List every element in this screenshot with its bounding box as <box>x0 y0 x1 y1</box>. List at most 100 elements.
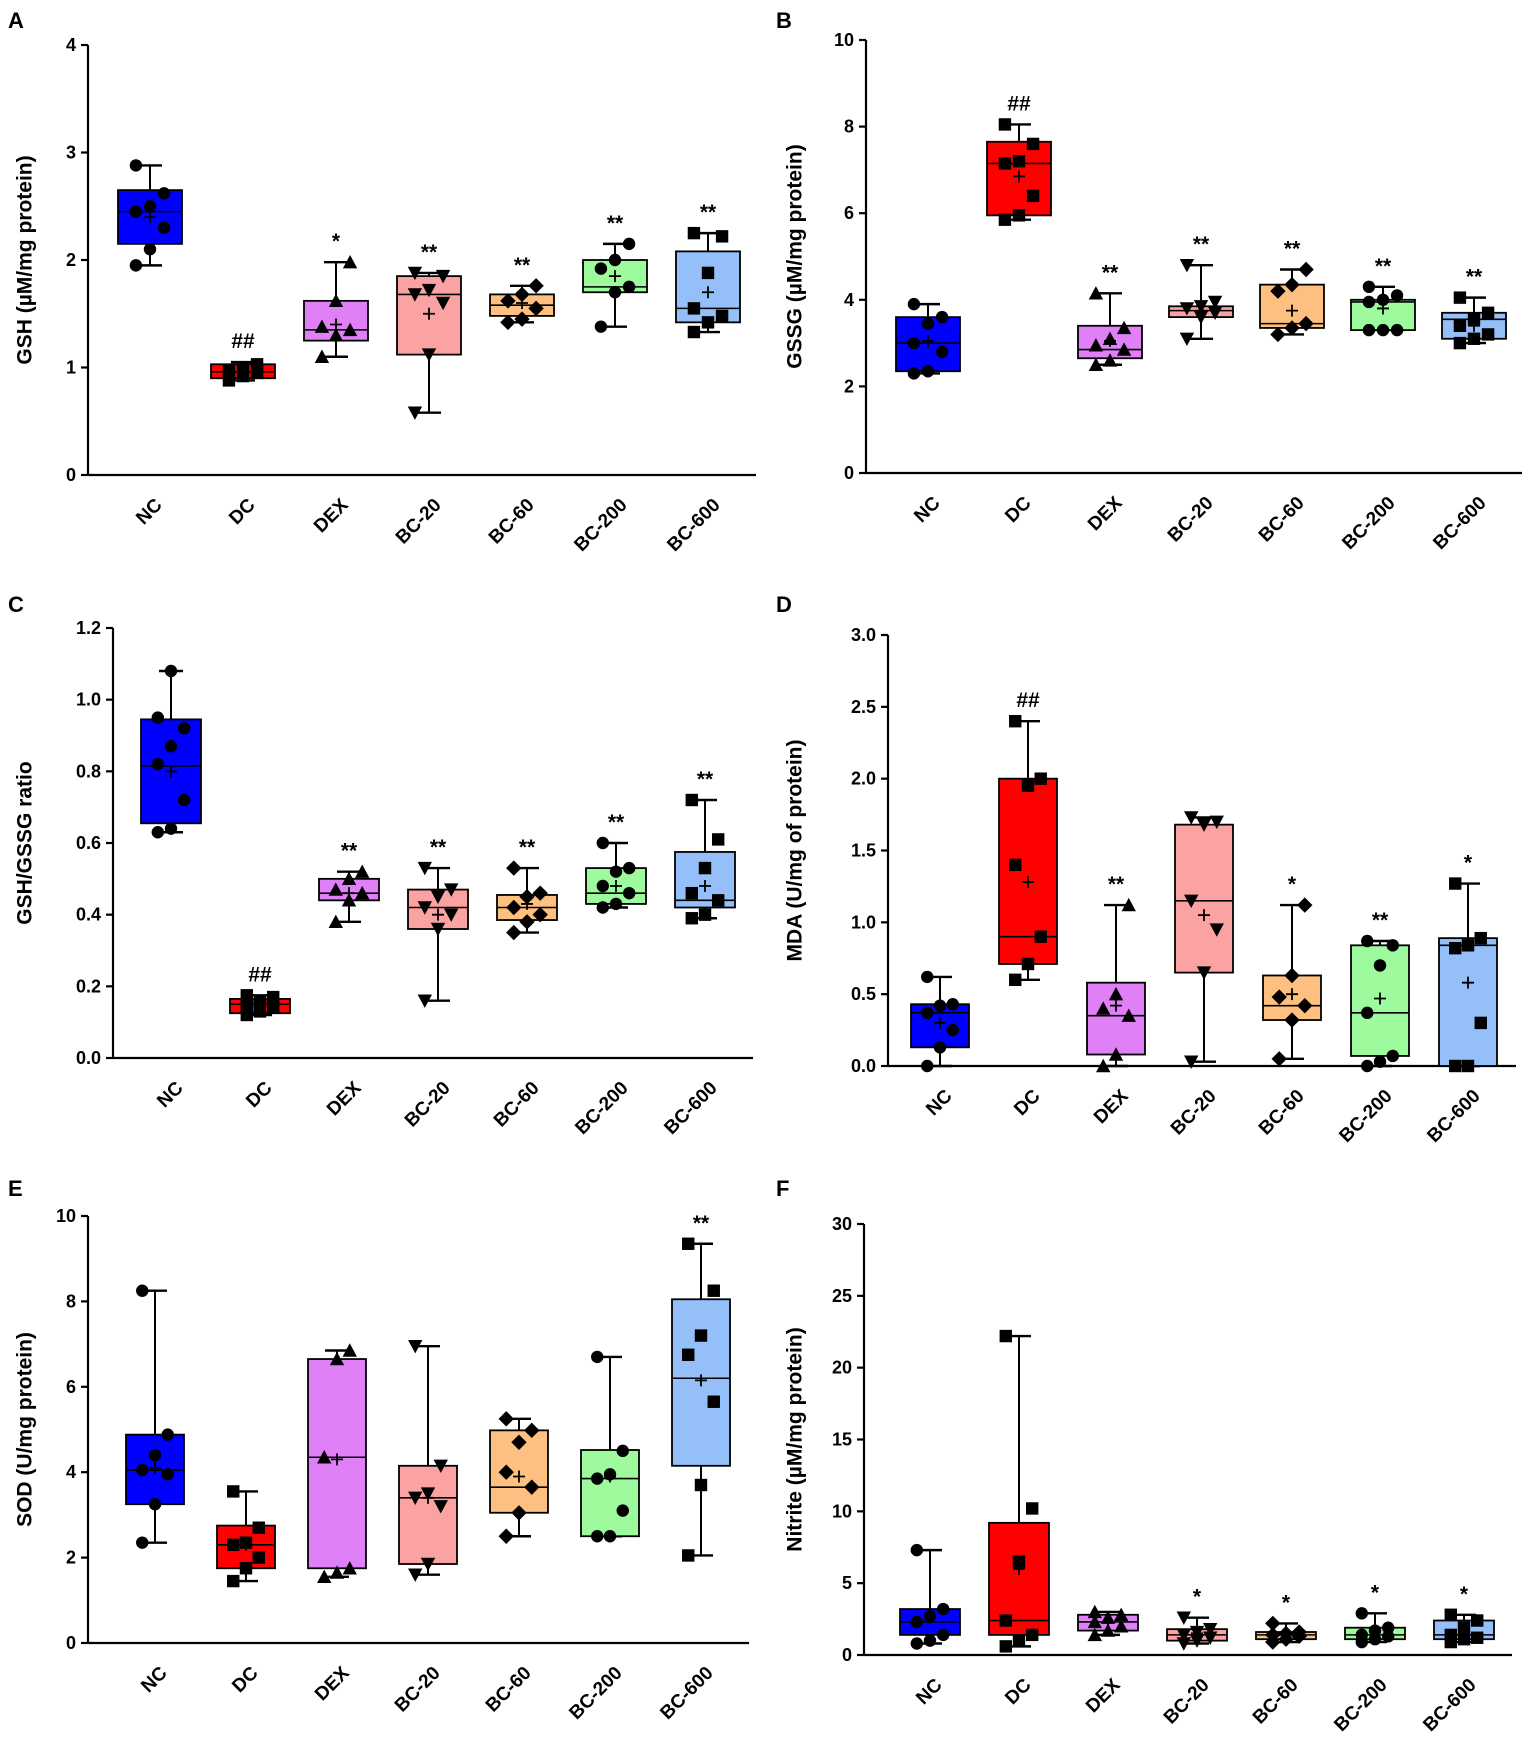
data-point <box>698 908 712 921</box>
significance-label: ** <box>1193 233 1210 256</box>
data-point <box>498 1464 514 1480</box>
box-bc-60: * <box>1262 873 1322 1067</box>
data-point <box>500 314 516 331</box>
data-point <box>1100 1623 1116 1637</box>
box-dc <box>988 1329 1050 1653</box>
data-point <box>1176 1637 1191 1651</box>
data-point <box>430 922 446 937</box>
y-tick-label: 1.0 <box>851 912 876 932</box>
data-point <box>937 1602 950 1616</box>
data-point <box>1457 1632 1471 1646</box>
data-point <box>608 253 622 267</box>
data-point <box>1278 1625 1294 1642</box>
y-tick-label: 0 <box>66 465 76 485</box>
y-tick-label: 30 <box>832 1214 852 1234</box>
data-point <box>698 861 712 875</box>
data-point <box>907 367 921 380</box>
x-tick-label: DEX <box>323 1078 366 1121</box>
data-point <box>342 322 358 337</box>
data-point <box>236 361 250 374</box>
data-point <box>907 336 921 350</box>
data-point <box>157 221 171 234</box>
data-point <box>712 894 725 907</box>
data-point <box>1368 1624 1382 1637</box>
data-point <box>933 999 947 1012</box>
data-point <box>500 293 516 309</box>
data-point <box>511 1505 527 1521</box>
data-point <box>1471 1614 1484 1627</box>
data-point <box>407 266 423 281</box>
x-tick-label: BC-20 <box>391 1663 445 1717</box>
data-point <box>1108 986 1124 1001</box>
data-point <box>1298 261 1314 278</box>
data-point <box>433 1500 448 1514</box>
box-body <box>407 888 469 930</box>
data-point <box>1189 1634 1205 1648</box>
data-point <box>1386 1049 1399 1063</box>
data-point <box>178 722 191 735</box>
data-point <box>1297 997 1313 1014</box>
data-point <box>1271 1051 1287 1067</box>
data-point <box>1474 931 1487 945</box>
mean-marker <box>513 1470 525 1483</box>
data-point <box>685 886 698 900</box>
data-point <box>1449 1059 1462 1073</box>
data-point <box>715 230 729 243</box>
data-point <box>596 901 609 914</box>
box-dex <box>1077 1604 1139 1642</box>
panel-letter: D <box>776 592 792 617</box>
significance-label: * <box>1464 852 1473 875</box>
significance-label: * <box>1288 873 1297 896</box>
box-body <box>1086 981 1146 1056</box>
significance-label: ** <box>608 811 625 834</box>
data-point <box>923 1634 937 1647</box>
x-tick-label: BC-60 <box>490 1078 544 1132</box>
box-dex: ** <box>1077 261 1143 371</box>
box-nc <box>910 970 970 1073</box>
x-tick-label: BC-200 <box>565 1663 626 1724</box>
data-point <box>921 317 935 330</box>
y-tick-label: 0.0 <box>76 1048 101 1068</box>
y-tick-label: 4 <box>66 1462 76 1482</box>
y-tick-label: 0.5 <box>851 984 876 1004</box>
box-bc-600: ** <box>1441 266 1507 350</box>
data-point <box>524 1479 540 1495</box>
data-point <box>687 302 701 315</box>
data-point <box>1390 289 1404 302</box>
data-point <box>514 311 530 327</box>
data-point <box>1390 323 1404 337</box>
data-point <box>355 864 370 878</box>
data-point <box>1453 336 1467 350</box>
data-point <box>999 1329 1012 1343</box>
data-point <box>1026 1502 1039 1515</box>
box-body <box>674 851 736 909</box>
mean-marker <box>432 908 444 921</box>
data-point <box>519 914 535 930</box>
data-point <box>222 374 236 387</box>
data-point <box>596 879 609 893</box>
data-point <box>514 286 530 303</box>
y-tick-label: 2.5 <box>851 697 876 717</box>
x-tick-label: BC-60 <box>485 495 539 549</box>
data-point <box>687 226 701 240</box>
y-tick-label: 15 <box>832 1430 852 1450</box>
significance-label: ** <box>1372 909 1389 932</box>
panel-d: D MDA (U/mg of protein) 0.0 0.5 1.0 1.5 2.0 2.5… <box>776 592 1516 1147</box>
y-axis-label: GSH/GSSG ratio <box>14 761 37 924</box>
box-bc-200: ** <box>585 811 647 914</box>
data-point <box>227 1574 240 1588</box>
box-dc: ## <box>210 330 276 387</box>
y-tick-label: 1.0 <box>76 690 101 710</box>
mean-marker <box>695 1374 707 1387</box>
data-point <box>1087 1627 1102 1642</box>
data-point <box>935 345 949 358</box>
data-point <box>685 793 698 807</box>
y-axis-label: GSSG (µM/mg protein) <box>784 144 807 368</box>
y-tick-label: 4 <box>844 290 854 310</box>
data-point <box>136 1463 149 1477</box>
y-tick-label: 0.4 <box>76 905 101 925</box>
y-tick-label: 1.5 <box>851 841 876 861</box>
box-bc-20 <box>398 1340 458 1582</box>
mean-marker <box>934 1016 946 1029</box>
data-point <box>532 906 548 923</box>
